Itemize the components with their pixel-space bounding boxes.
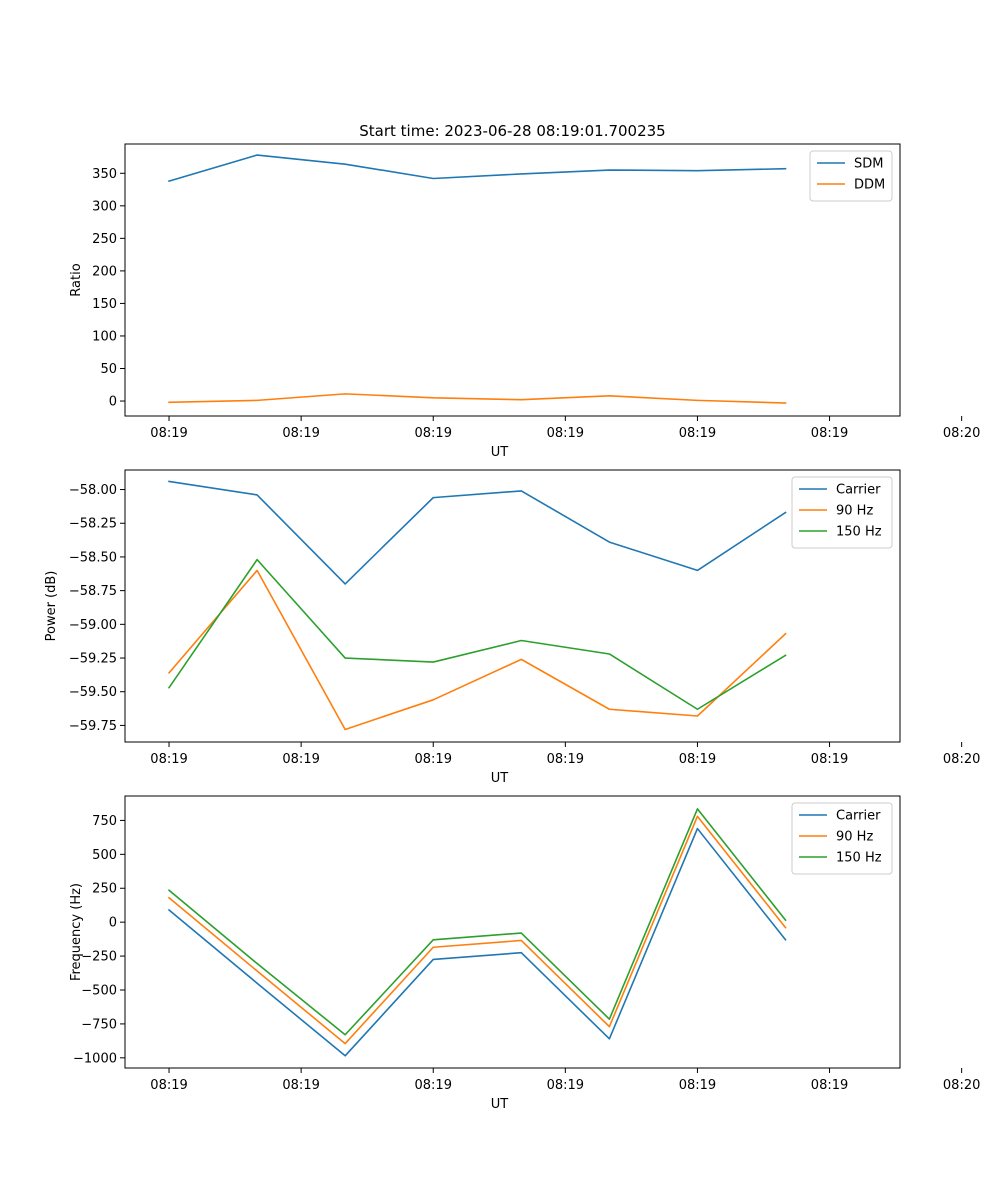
x-tick-label: 08:19 <box>679 426 716 441</box>
legend: Carrier 90 Hz 150 Hz <box>791 476 893 549</box>
y-tick-label: −59.50 <box>69 685 117 700</box>
x-tick-label: 08:19 <box>150 752 187 767</box>
figure-title: Start time: 2023-06-28 08:19:01.700235 <box>359 122 665 140</box>
y-tick-label: −1000 <box>73 1051 117 1066</box>
series-line-90-hz <box>167 815 787 1045</box>
axes-frame <box>124 795 901 1069</box>
x-tick-label: 08:19 <box>150 1078 187 1093</box>
y-tick-label: 350 <box>92 167 117 182</box>
y-tick-label: −250 <box>81 950 117 965</box>
y-tick-label: −59.00 <box>69 618 117 633</box>
x-tick-label: 08:19 <box>679 752 716 767</box>
y-tick-label: 50 <box>100 362 117 377</box>
y-tick-label: 0 <box>109 916 117 931</box>
series-line-sdm <box>168 154 787 183</box>
y-tick-label: 300 <box>92 199 117 214</box>
y-tick-label: −59.25 <box>69 652 117 667</box>
series-line-ddm <box>168 393 787 404</box>
y-axis-label: Power (dB) <box>44 571 59 642</box>
y-tick-label: 250 <box>92 882 117 897</box>
y-tick-label: 500 <box>92 848 117 863</box>
legend: Carrier 90 Hz 150 Hz <box>791 802 893 875</box>
x-tick-label: 08:19 <box>282 426 319 441</box>
y-tick-label: −58.00 <box>69 483 117 498</box>
x-tick-label: 08:19 <box>811 426 848 441</box>
x-tick-label: 08:19 <box>547 1078 584 1093</box>
y-axis-label: Frequency (Hz) <box>69 883 84 981</box>
x-tick-label: 08:19 <box>415 426 452 441</box>
x-tick-label: 08:19 <box>811 752 848 767</box>
legend: SDM DDM <box>809 150 893 202</box>
y-tick-label: −58.25 <box>69 517 117 532</box>
chart-panel-2: 08:19 08:19 08:19 08:19 08:19 08:19 08:20 −59.7… <box>44 469 980 786</box>
legend-entry-label: Carrier <box>836 809 881 824</box>
x-tick-label: 08:20 <box>943 1078 980 1093</box>
legend-entry-label: 90 Hz <box>836 504 873 519</box>
x-tick-label: 08:19 <box>547 752 584 767</box>
x-axis-label: UT <box>491 771 509 786</box>
legend-entry-label: 150 Hz <box>836 525 882 540</box>
series-line-carrier <box>167 827 787 1057</box>
y-tick-label: −500 <box>81 983 117 998</box>
x-tick-label: 08:19 <box>547 426 584 441</box>
y-tick-label: −59.75 <box>69 719 117 734</box>
x-tick-label: 08:19 <box>415 752 452 767</box>
x-tick-label: 08:19 <box>282 1078 319 1093</box>
y-tick-label: 100 <box>92 329 117 344</box>
legend-entry-label: 150 Hz <box>836 851 882 866</box>
x-tick-label: 08:19 <box>150 426 187 441</box>
x-tick-label: 08:19 <box>415 1078 452 1093</box>
x-axis-label: UT <box>491 1097 509 1112</box>
chart-panel-1: 08:19 08:19 08:19 08:19 08:19 08:19 08:20 0 50 10… <box>69 143 980 460</box>
x-tick-label: 08:19 <box>679 1078 716 1093</box>
chart-panel-3: 08:19 08:19 08:19 08:19 08:19 08:19 08:20 −1000… <box>69 795 980 1112</box>
axes-frame <box>124 143 901 417</box>
y-tick-label: 0 <box>109 395 117 410</box>
legend-entry-label: 90 Hz <box>836 830 873 845</box>
x-tick-label: 08:19 <box>282 752 319 767</box>
series-line-carrier <box>168 480 787 585</box>
axes-frame <box>124 469 901 743</box>
y-axis-label: Ratio <box>69 263 84 296</box>
x-tick-label: 08:19 <box>811 1078 848 1093</box>
y-tick-label: 750 <box>92 814 117 829</box>
series-line-150-hz <box>167 808 787 1036</box>
x-tick-label: 08:20 <box>943 426 980 441</box>
y-tick-label: −58.75 <box>69 584 117 599</box>
legend-entry-label: DDM <box>854 178 885 193</box>
y-tick-label: −58.50 <box>69 550 117 565</box>
y-tick-label: 200 <box>92 264 117 279</box>
charts-container: 08:19 08:19 08:19 08:19 08:19 08:19 08:20 0 50 10… <box>44 143 980 1112</box>
x-tick-label: 08:20 <box>943 752 980 767</box>
legend-entry-label: Carrier <box>836 483 881 498</box>
y-tick-label: −750 <box>81 1017 117 1032</box>
legend-entry-label: SDM <box>854 157 883 172</box>
series-line-90-hz <box>167 569 787 731</box>
series-line-150-hz <box>167 558 787 711</box>
x-axis-label: UT <box>491 445 509 460</box>
y-tick-label: 150 <box>92 297 117 312</box>
y-tick-label: 250 <box>92 232 117 247</box>
